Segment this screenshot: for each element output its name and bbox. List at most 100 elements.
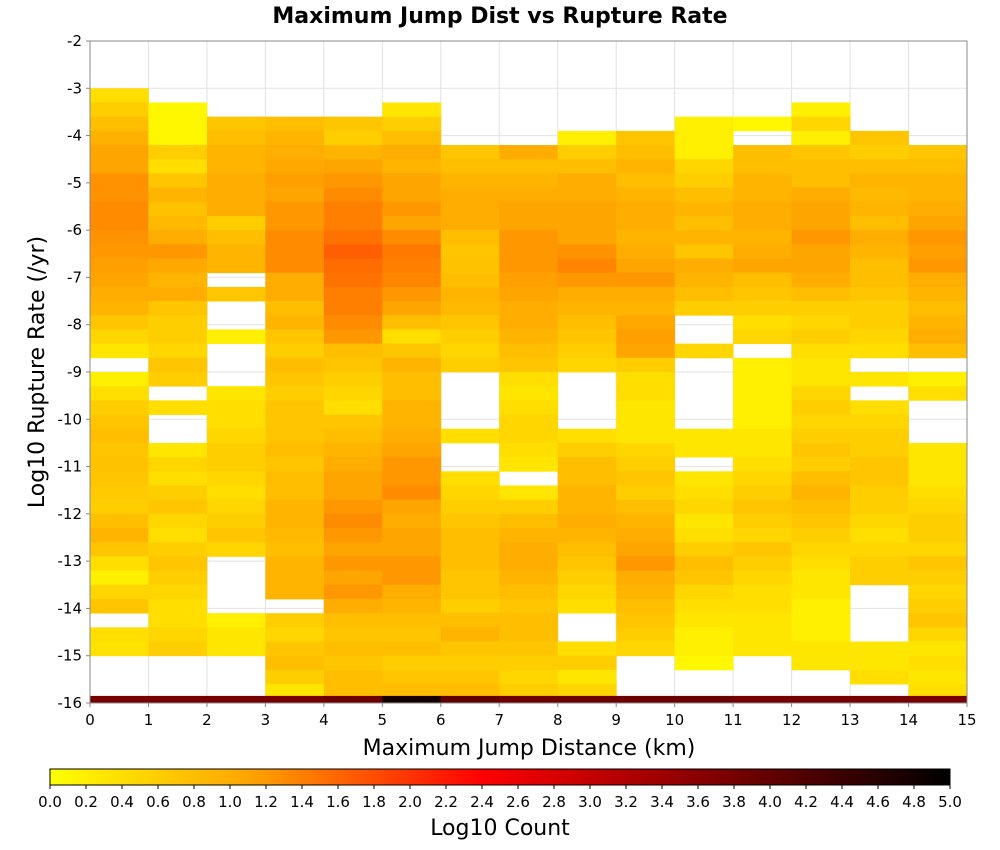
heatmap-cell: [557, 655, 617, 671]
x-tick-label: 3: [261, 711, 271, 729]
heatmap-cell: [206, 542, 266, 557]
heatmap-cell: [499, 372, 559, 387]
heatmap-cell: [499, 215, 559, 231]
heatmap-cell: [499, 655, 559, 671]
heatmap-cell: [616, 145, 676, 160]
colorbar-tick-label: 4.0: [758, 793, 782, 811]
heatmap-cell: [733, 400, 792, 415]
heatmap-cell: [557, 215, 617, 231]
heatmap-cell: [850, 187, 909, 203]
heatmap-cell: [733, 414, 792, 430]
heatmap-cell: [148, 556, 208, 571]
heatmap-cell: [791, 695, 851, 703]
heatmap-cell: [206, 258, 266, 274]
heatmap-cell: [791, 343, 851, 359]
heatmap-cell: [499, 159, 559, 174]
heatmap-cell: [206, 201, 266, 217]
heatmap-cell: [148, 613, 208, 628]
y-tick-label: -2: [67, 32, 82, 50]
heatmap-cell: [791, 655, 851, 671]
heatmap-cell: [908, 485, 968, 501]
heatmap-cell: [90, 159, 149, 174]
heatmap-cell: [265, 130, 325, 146]
heatmap-cell: [265, 386, 325, 401]
heatmap-cell: [206, 428, 266, 444]
heatmap-cell: [616, 357, 676, 373]
heatmap-cell: [791, 499, 851, 515]
heatmap-cell: [382, 230, 442, 245]
heatmap-cell: [440, 499, 500, 515]
heatmap-cell: [206, 499, 266, 515]
heatmap-cell: [440, 329, 500, 345]
heatmap-cell: [440, 258, 500, 274]
heatmap-cell: [323, 357, 383, 373]
heatmap-cell: [382, 457, 442, 472]
heatmap-cell: [265, 428, 325, 444]
heatmap-cell: [791, 542, 851, 557]
heatmap-cell: [440, 145, 500, 160]
heatmap-cell: [148, 145, 208, 160]
heatmap-cell: [674, 584, 734, 600]
heatmap-cell: [382, 145, 442, 160]
heatmap-cell: [382, 343, 442, 359]
heatmap-cell: [148, 201, 208, 217]
heatmap-cell: [733, 159, 792, 174]
heatmap-cell: [440, 655, 500, 671]
heatmap-cell: [90, 627, 149, 642]
heatmap-cell: [90, 187, 149, 203]
heatmap-cell: [323, 230, 383, 245]
x-axis-title: Maximum Jump Distance (km): [363, 736, 696, 761]
heatmap-cell: [616, 258, 676, 274]
heatmap-cell: [323, 627, 383, 642]
heatmap-cell: [148, 570, 208, 586]
heatmap-cell: [908, 613, 968, 628]
heatmap-cell: [733, 499, 792, 515]
heatmap-cell: [206, 528, 266, 543]
heatmap-cell: [382, 513, 442, 529]
y-tick-label: -8: [67, 316, 82, 334]
heatmap-cell: [382, 315, 442, 330]
heatmap-cell: [674, 145, 734, 160]
colorbar-tick-label: 0.6: [146, 793, 170, 811]
heatmap-cell: [440, 230, 500, 245]
heatmap-cell: [674, 598, 734, 614]
heatmap-cell: [440, 485, 500, 501]
heatmap-cell: [265, 215, 325, 231]
heatmap-cell: [499, 442, 559, 458]
heatmap-cell: [265, 116, 325, 132]
heatmap-cell: [850, 428, 909, 444]
heatmap-cell: [850, 130, 909, 146]
heatmap-cell: [616, 159, 676, 174]
heatmap-cell: [557, 343, 617, 359]
heatmap-cell: [499, 230, 559, 245]
heatmap-cell: [499, 272, 559, 288]
heatmap-cell: [557, 159, 617, 174]
heatmap-cell: [908, 159, 968, 174]
heatmap-cell: [148, 315, 208, 330]
heatmap-cell: [323, 272, 383, 288]
heatmap-cell: [382, 684, 442, 699]
heatmap-cell: [674, 485, 734, 501]
heatmap-cell: [206, 400, 266, 415]
heatmap-cell: [850, 542, 909, 557]
heatmap-cell: [850, 485, 909, 501]
heatmap-cell: [323, 442, 383, 458]
heatmap-cell: [440, 286, 500, 302]
heatmap-cell: [733, 556, 792, 571]
heatmap-cell: [382, 641, 442, 657]
heatmap-cell: [674, 613, 734, 628]
heatmap-cell: [440, 669, 500, 685]
colorbar-tick-label: 2.0: [398, 793, 422, 811]
heatmap-cell: [206, 414, 266, 430]
heatmap-cell: [791, 315, 851, 330]
heatmap-cell: [557, 130, 617, 146]
heatmap-cell: [90, 556, 149, 571]
heatmap-cell: [90, 272, 149, 288]
heatmap-cell: [382, 570, 442, 586]
heatmap-cell: [908, 301, 968, 316]
heatmap-cell: [323, 641, 383, 657]
heatmap-cell: [733, 442, 792, 458]
heatmap-cell: [616, 556, 676, 571]
heatmap-cell: [499, 669, 559, 685]
chart-title: Maximum Jump Dist vs Rupture Rate: [272, 4, 727, 29]
